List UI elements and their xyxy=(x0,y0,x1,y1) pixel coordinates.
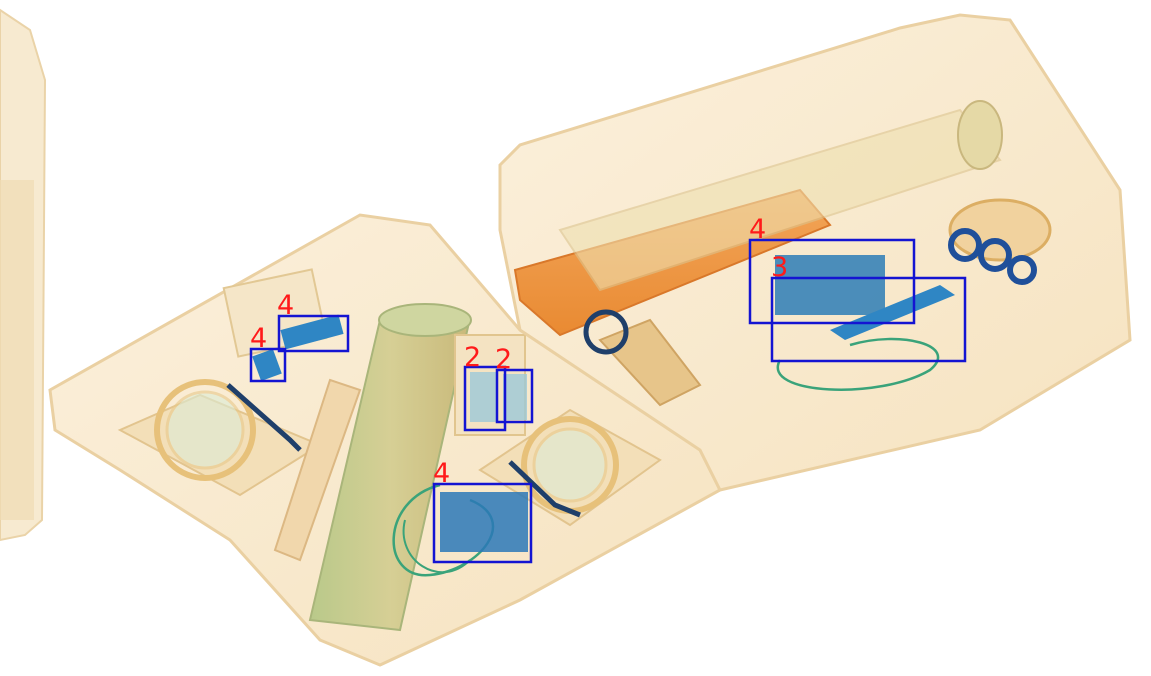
bag-tray-left xyxy=(48,213,722,667)
detection-box: 2 xyxy=(495,344,534,424)
detection-label: 4 xyxy=(749,214,766,245)
detection-box: 2 xyxy=(463,342,507,432)
detection-label: 4 xyxy=(433,458,450,489)
detection-box: 4 xyxy=(249,323,287,383)
detection-box: 3 xyxy=(770,252,967,363)
bag-suitcase-right xyxy=(498,13,1132,492)
detection-label: 3 xyxy=(771,252,788,283)
detection-label: 2 xyxy=(495,344,512,375)
detection-label: 4 xyxy=(250,323,267,354)
detection-box: 4 xyxy=(277,290,350,353)
partial-bag-left xyxy=(0,8,47,542)
detection-box: 4 xyxy=(748,214,916,325)
detection-label: 4 xyxy=(277,290,294,321)
detection-box-group: 4 4 2 2 4 4 3 xyxy=(249,214,967,564)
detection-box: 4 xyxy=(432,458,533,564)
detection-label: 2 xyxy=(464,342,481,373)
